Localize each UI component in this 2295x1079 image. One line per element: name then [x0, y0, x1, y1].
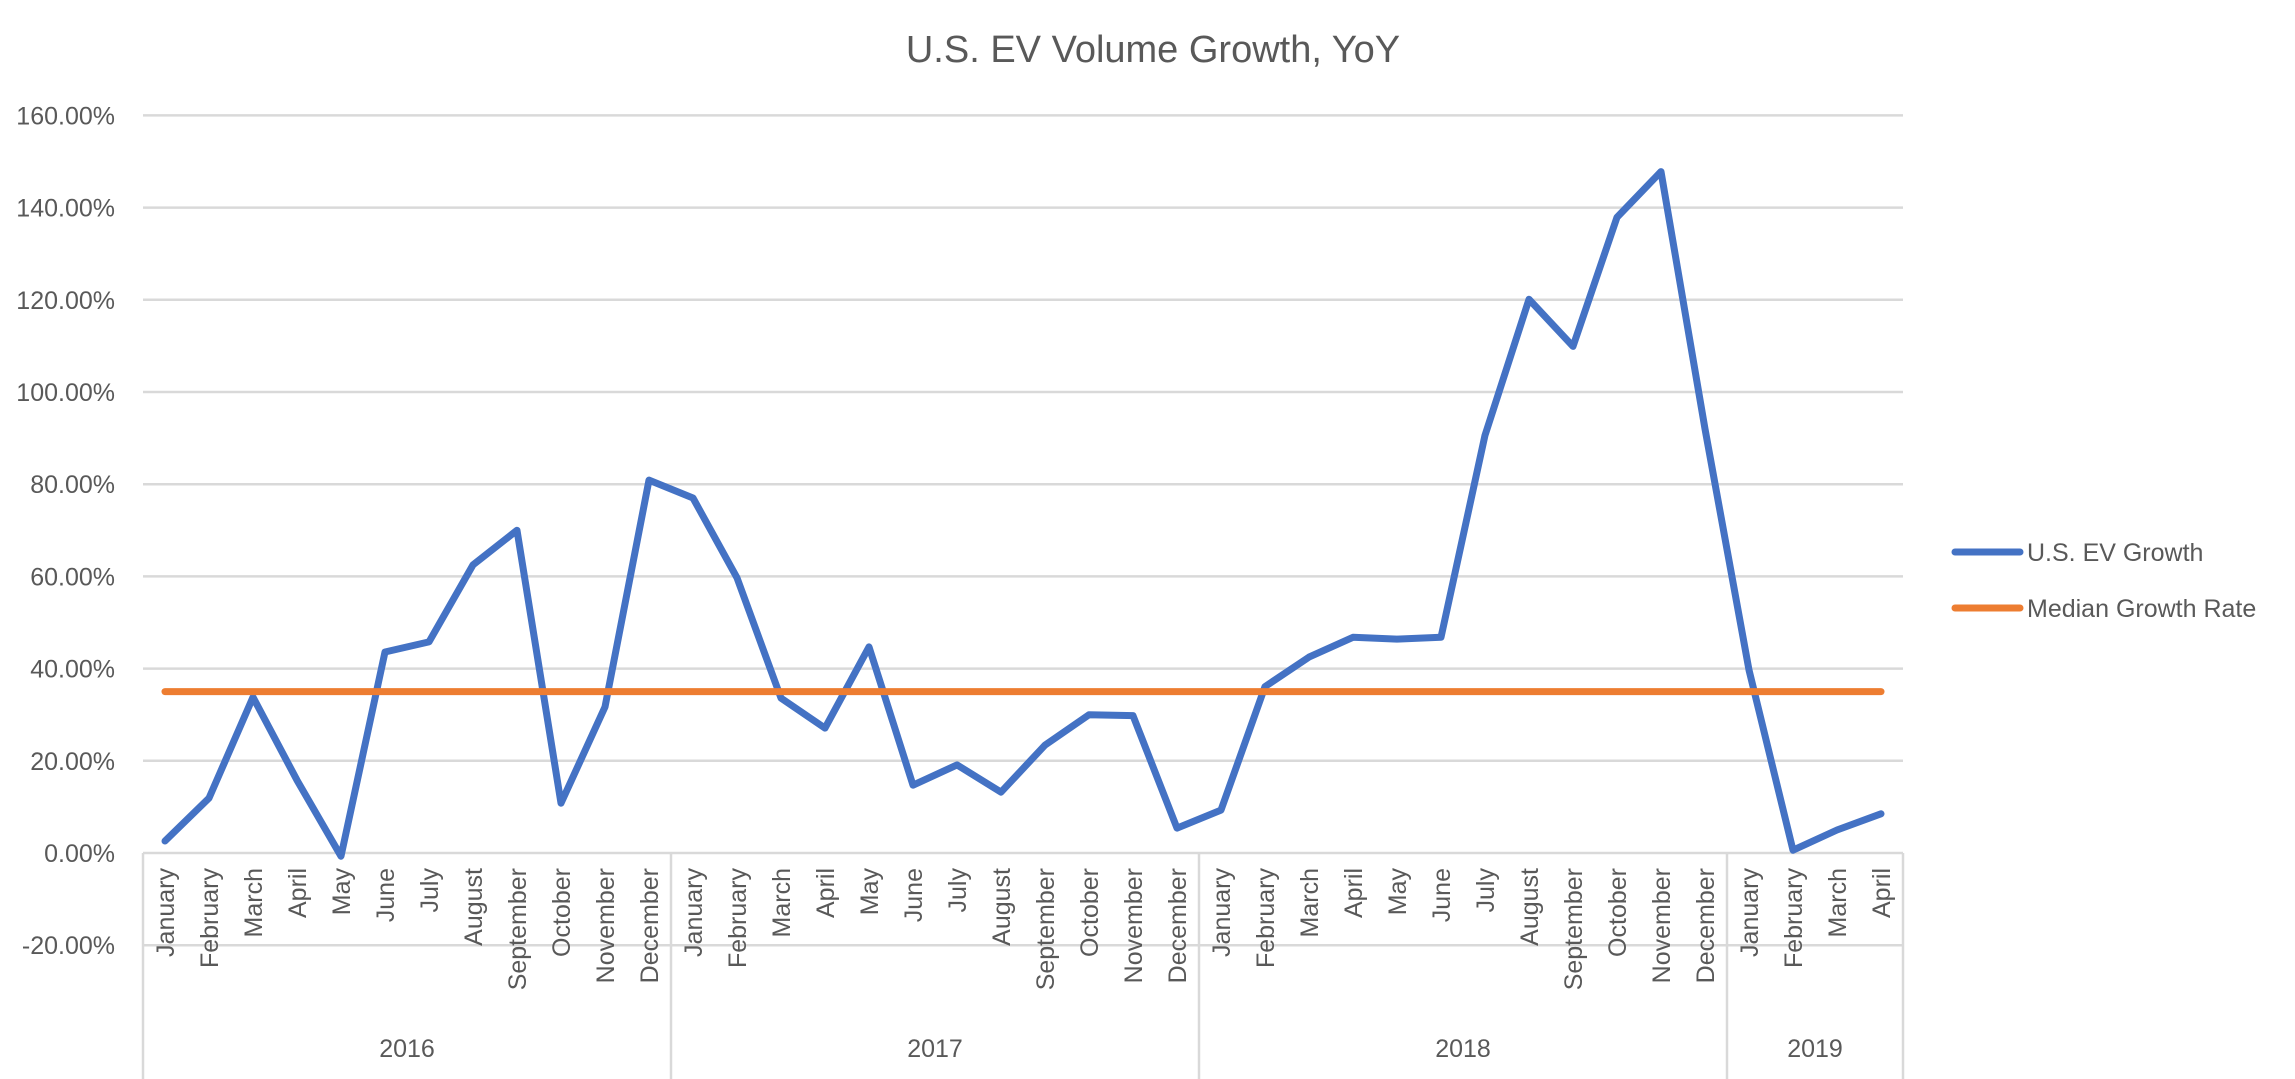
x-tick-label: July [944, 868, 972, 913]
x-tick-label: March [240, 868, 268, 937]
x-tick-label: September [504, 868, 532, 990]
x-tick-label: January [1736, 868, 1764, 957]
x-tick-label: January [1208, 868, 1236, 957]
y-tick-label: 80.00% [30, 471, 115, 499]
x-tick-label: January [680, 868, 708, 957]
x-tick-label: February [1252, 868, 1280, 969]
x-tick-label: September [1032, 868, 1060, 990]
x-tick-label: September [1560, 868, 1588, 990]
x-tick-label: October [1604, 868, 1632, 957]
x-tick-label: April [1868, 868, 1896, 918]
x-tick-label: January [152, 868, 180, 957]
x-tick-label: October [1076, 868, 1104, 957]
series-line-us-ev-growth [161, 168, 1885, 860]
x-tick-label: November [1120, 868, 1148, 983]
x-tick-label: April [1340, 868, 1368, 918]
x-tick-label: October [548, 868, 576, 957]
x-tick-label: June [900, 868, 928, 922]
x-tick-label: June [372, 868, 400, 922]
x-tick-label: April [812, 868, 840, 918]
x-tick-label: November [1648, 868, 1676, 983]
x-tick-label: March [1824, 868, 1852, 937]
x-tick-label: July [1472, 868, 1500, 913]
y-tick-label: 140.00% [16, 195, 115, 223]
y-tick-label: 60.00% [30, 563, 115, 591]
x-tick-label: March [1296, 868, 1324, 937]
x-tick-label: February [196, 868, 224, 969]
x-tick-label: August [1516, 868, 1544, 946]
x-tick-label: March [768, 868, 796, 937]
x-tick-label: May [328, 868, 356, 916]
x-tick-label: May [1384, 868, 1412, 916]
y-tick-label: 20.00% [30, 748, 115, 776]
year-label: 2016 [379, 1035, 435, 1063]
x-tick-label: April [284, 868, 312, 918]
y-tick-label: -20.00% [22, 932, 115, 960]
x-tick-label: June [1428, 868, 1456, 922]
legend: U.S. EV Growth Median Growth Rate [1951, 539, 2256, 623]
year-label: 2018 [1435, 1035, 1491, 1063]
x-tick-label: February [1780, 868, 1808, 969]
year-label: 2017 [907, 1035, 963, 1063]
x-axis: January February March April May June July Augu… [141, 851, 1905, 1079]
x-tick-label: November [592, 868, 620, 983]
y-tick-label: 100.00% [16, 379, 115, 407]
x-tick-label: February [724, 868, 752, 969]
x-tick-label: August [988, 868, 1016, 946]
y-tick-label: 160.00% [16, 102, 115, 130]
legend-label: Median Growth Rate [2027, 595, 2256, 623]
y-tick-label: 120.00% [16, 287, 115, 315]
x-tick-label: December [1692, 868, 1720, 983]
chart-title: U.S. EV Volume Growth, YoY [906, 29, 1400, 71]
x-tick-label: May [856, 868, 884, 916]
y-axis-tick-labels: -20.00% 0.00% 20.00% 40.00% 60.00% 80.00% 100.… [16, 102, 115, 960]
y-tick-label: 0.00% [44, 840, 115, 868]
x-tick-label: December [636, 868, 664, 983]
series-lines [161, 168, 1885, 860]
y-tick-label: 40.00% [30, 656, 115, 684]
legend-label: U.S. EV Growth [2027, 539, 2203, 567]
gridlines [143, 114, 1903, 947]
x-tick-label: August [460, 868, 488, 946]
year-label: 2019 [1787, 1035, 1843, 1063]
x-tick-label: December [1164, 868, 1192, 983]
x-tick-label: July [416, 868, 444, 913]
